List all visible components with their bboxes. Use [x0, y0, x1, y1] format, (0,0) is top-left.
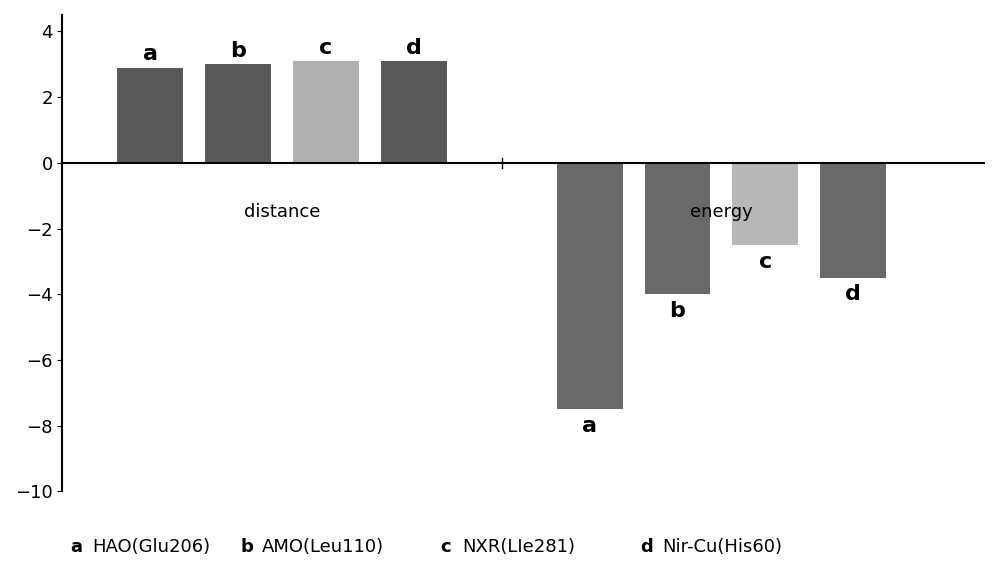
Text: a: a [143, 44, 158, 64]
Text: b: b [230, 41, 246, 61]
Bar [645, 163, 710, 294]
Bar [205, 64, 271, 163]
Text: b: b [670, 301, 685, 321]
Text: a: a [70, 538, 82, 556]
Text: d: d [640, 538, 653, 556]
Bar [117, 68, 183, 163]
Text: AMO(Leu110): AMO(Leu110) [262, 538, 384, 556]
Text: NXR(LIe281): NXR(LIe281) [462, 538, 575, 556]
Text: distance: distance [244, 203, 320, 221]
Text: c: c [319, 38, 333, 58]
Bar [381, 61, 447, 163]
Text: d: d [845, 285, 861, 305]
Text: c: c [759, 252, 772, 271]
Text: b: b [240, 538, 253, 556]
Bar [820, 163, 886, 278]
Bar [293, 61, 359, 163]
Text: Nir-Cu(His60): Nir-Cu(His60) [662, 538, 782, 556]
Bar [732, 163, 798, 245]
Text: c: c [440, 538, 451, 556]
Text: energy: energy [690, 203, 753, 221]
Text: d: d [406, 38, 422, 58]
Text: a: a [582, 416, 597, 436]
Bar [557, 163, 623, 409]
Text: HAO(Glu206): HAO(Glu206) [92, 538, 210, 556]
